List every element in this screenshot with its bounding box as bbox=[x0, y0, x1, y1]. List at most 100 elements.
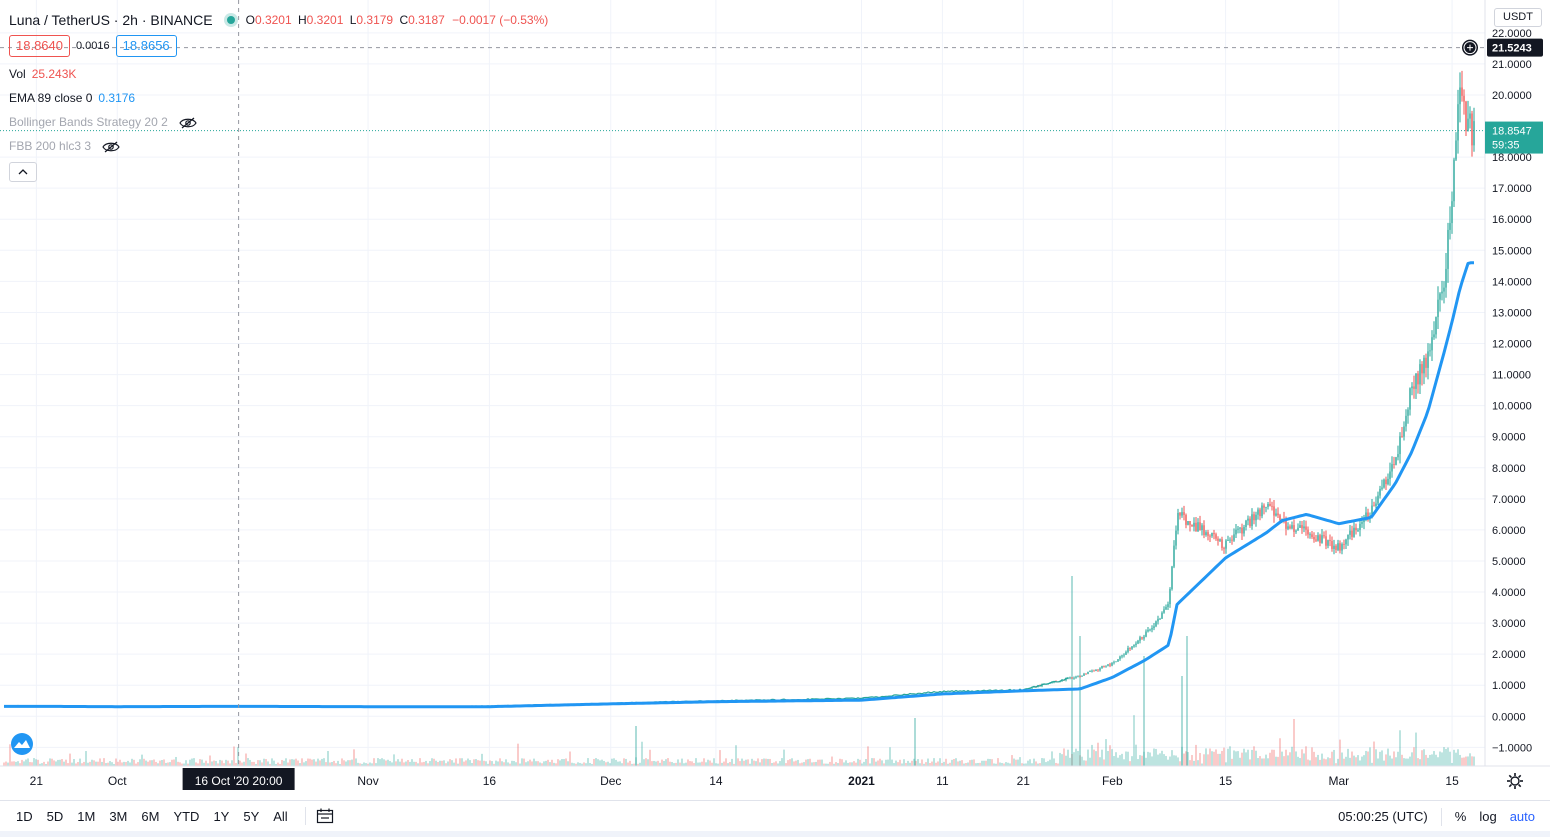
range-1d-button[interactable]: 1D bbox=[16, 808, 33, 824]
candle-body bbox=[1317, 535, 1319, 541]
range-1m-button[interactable]: 1M bbox=[77, 808, 96, 824]
log-scale-toggle[interactable]: log bbox=[1479, 809, 1497, 824]
crosshair-time-label-bg bbox=[182, 768, 295, 790]
volume-bar bbox=[259, 760, 261, 766]
price-tick-label: 1.0000 bbox=[1492, 680, 1526, 692]
volume-bar bbox=[103, 758, 105, 766]
candle-body bbox=[1329, 540, 1331, 542]
range-all-button[interactable]: All bbox=[273, 808, 288, 824]
volume-bar bbox=[501, 761, 503, 766]
fbb-indicator-legend[interactable]: FBB 200 hlc3 3 bbox=[9, 139, 121, 153]
hidden-eye-icon[interactable] bbox=[179, 117, 197, 129]
candle-body bbox=[1223, 547, 1225, 549]
volume-bar bbox=[335, 763, 337, 766]
volume-bar bbox=[529, 759, 531, 766]
volume-bar bbox=[917, 759, 919, 766]
volume-bar bbox=[647, 759, 649, 766]
candle-body bbox=[1183, 512, 1185, 515]
volume-bar bbox=[721, 762, 723, 766]
volume-bar bbox=[55, 761, 57, 766]
sell-price-button[interactable]: 18.8640 bbox=[9, 35, 70, 57]
volume-bar bbox=[1323, 758, 1325, 766]
volume-spike-bar bbox=[635, 726, 637, 766]
candle-body bbox=[1087, 671, 1089, 674]
volume-bar bbox=[461, 758, 463, 766]
symbol-title[interactable]: Luna / TetherUS · 2h · BINANCE bbox=[9, 12, 213, 28]
volume-bar bbox=[975, 763, 977, 766]
volume-bar bbox=[889, 747, 891, 766]
candle-body bbox=[1311, 534, 1313, 537]
volume-bar bbox=[1157, 754, 1159, 766]
range-6m-button[interactable]: 6M bbox=[141, 808, 160, 824]
volume-indicator-legend[interactable]: Vol 25.243K bbox=[9, 67, 77, 81]
candle-body bbox=[1101, 666, 1103, 669]
volume-bar bbox=[407, 760, 409, 766]
candle-body bbox=[1157, 618, 1159, 622]
candle-body bbox=[1411, 386, 1413, 389]
range-5d-button[interactable]: 5D bbox=[46, 808, 64, 824]
candle-body bbox=[1457, 104, 1459, 141]
add-alert-plus-icon[interactable] bbox=[1462, 39, 1478, 56]
volume-bar bbox=[299, 763, 301, 766]
volume-bar bbox=[445, 763, 447, 766]
percent-scale-toggle[interactable]: % bbox=[1454, 809, 1467, 824]
gear-icon[interactable] bbox=[1506, 772, 1524, 790]
volume-bar bbox=[391, 762, 393, 766]
volume-bar bbox=[1363, 755, 1365, 766]
volume-bar bbox=[981, 760, 983, 766]
volume-bar bbox=[731, 758, 733, 766]
candle-body bbox=[1465, 101, 1467, 131]
candle-body bbox=[1301, 525, 1303, 529]
volume-bar bbox=[345, 761, 347, 766]
utc-clock[interactable]: 05:00:25 (UTC) bbox=[1338, 809, 1428, 824]
volume-bar bbox=[1077, 750, 1079, 766]
volume-bar bbox=[995, 763, 997, 766]
volume-bar bbox=[67, 763, 69, 766]
volume-bar bbox=[303, 762, 305, 766]
go-to-date-calendar-icon[interactable] bbox=[316, 808, 334, 824]
volume-bar bbox=[1269, 752, 1271, 766]
volume-bar bbox=[585, 763, 587, 766]
range-3m-button[interactable]: 3M bbox=[109, 808, 128, 824]
price-chart[interactable]: 22.0000 21.0000 20.0000 18.0000 17.0000 16.00… bbox=[0, 0, 1550, 800]
ema-indicator-legend[interactable]: EMA 89 close 0 0.3176 bbox=[9, 91, 136, 105]
volume-bar bbox=[321, 758, 323, 766]
volume-bar bbox=[581, 763, 583, 766]
range-1y-button[interactable]: 1Y bbox=[213, 808, 230, 824]
tradingview-logo-icon[interactable] bbox=[8, 733, 36, 755]
volume-bar bbox=[1437, 757, 1439, 766]
volume-bar bbox=[1067, 749, 1069, 766]
price-tick-label: 16.0000 bbox=[1492, 214, 1532, 226]
currency-unit-button[interactable]: USDT bbox=[1494, 8, 1542, 27]
range-ytd-button[interactable]: YTD bbox=[173, 808, 200, 824]
bollinger-indicator-legend[interactable]: Bollinger Bands Strategy 20 2 bbox=[9, 115, 197, 129]
volume-bar bbox=[31, 762, 33, 766]
range-5y-button[interactable]: 5Y bbox=[243, 808, 260, 824]
candle-body bbox=[1193, 522, 1195, 527]
volume-bar bbox=[935, 762, 937, 766]
candle-body bbox=[1395, 457, 1397, 465]
candle-body bbox=[1313, 536, 1315, 540]
collapse-legend-button[interactable] bbox=[9, 162, 37, 182]
volume-bar bbox=[671, 762, 673, 766]
buy-price-button[interactable]: 18.8656 bbox=[115, 35, 177, 57]
volume-bar bbox=[1205, 748, 1207, 766]
volume-bar bbox=[1333, 749, 1335, 766]
volume-bar bbox=[545, 760, 547, 766]
candle-body bbox=[1331, 541, 1333, 549]
candle-body bbox=[1231, 539, 1233, 541]
candle-body bbox=[1265, 506, 1267, 508]
auto-scale-toggle[interactable]: auto bbox=[1509, 809, 1535, 824]
price-tick-label: −1.0000 bbox=[1492, 742, 1532, 754]
volume-bar bbox=[851, 762, 853, 766]
volume-bar bbox=[1087, 749, 1089, 766]
volume-bar bbox=[817, 759, 819, 766]
volume-bar bbox=[287, 762, 289, 766]
candle-body bbox=[1189, 521, 1191, 525]
candle-body bbox=[1447, 229, 1449, 269]
hidden-eye-icon[interactable] bbox=[102, 141, 121, 153]
volume-bar bbox=[83, 761, 85, 766]
chart-pane[interactable]: 22.0000 21.0000 20.0000 18.0000 17.0000 16.00… bbox=[0, 0, 1550, 800]
volume-bar bbox=[1305, 746, 1307, 766]
volume-bar bbox=[63, 761, 65, 766]
